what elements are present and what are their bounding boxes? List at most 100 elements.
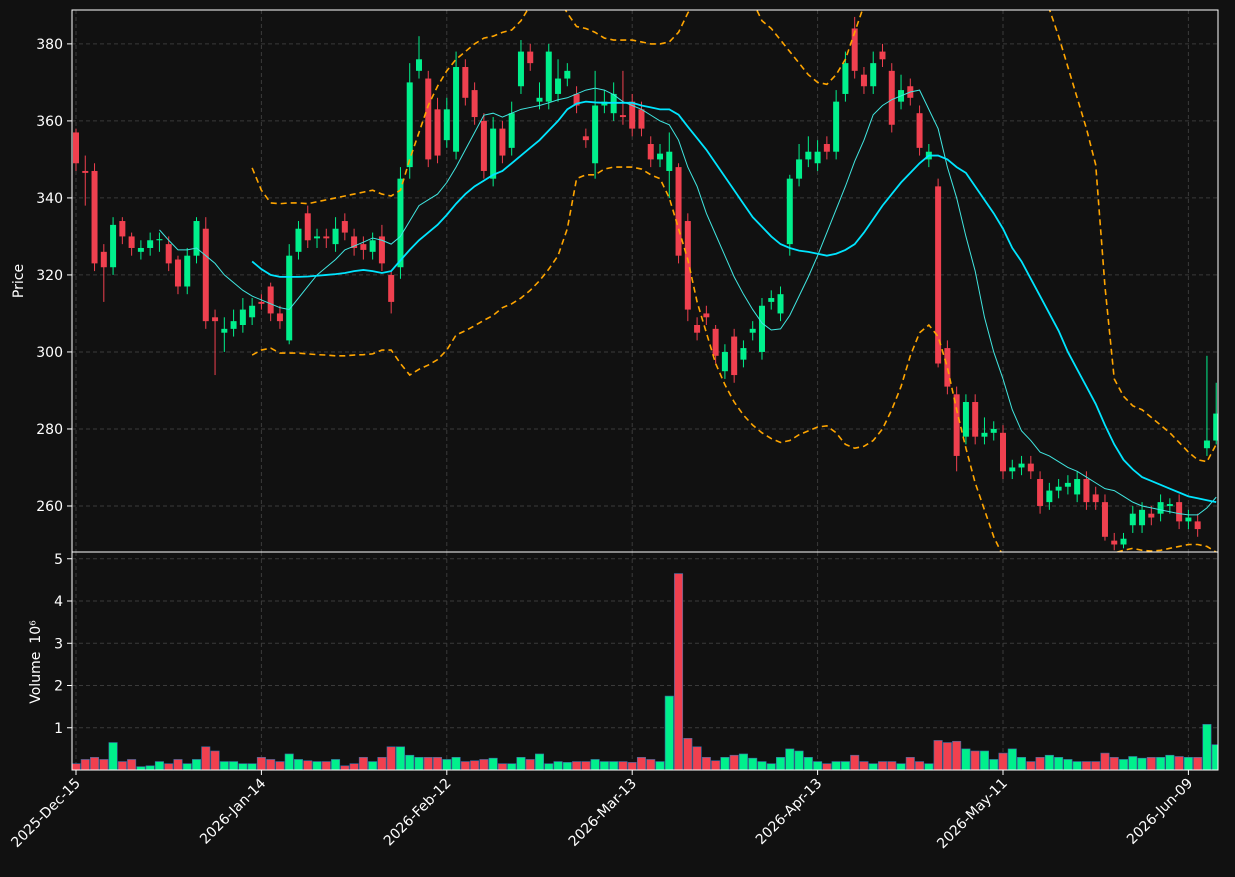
candle-body <box>1194 521 1201 530</box>
volume-bar <box>544 763 554 770</box>
volume-bar <box>358 757 368 770</box>
candle-body <box>1092 494 1099 503</box>
volume-bar <box>711 760 721 770</box>
candle-body <box>786 178 793 245</box>
candle-body <box>981 432 988 437</box>
candle-body <box>536 97 543 102</box>
volume-bar <box>1174 756 1184 770</box>
volume-bar <box>90 757 100 770</box>
volume-bar <box>738 753 748 770</box>
candle-body <box>860 74 867 87</box>
candle-body <box>944 348 951 387</box>
volume-bar <box>618 761 628 770</box>
candle-body <box>740 348 747 360</box>
volume-bar <box>1128 756 1138 770</box>
volume-bar <box>942 742 952 770</box>
volume-bar <box>312 761 322 770</box>
candle-body <box>462 66 469 98</box>
volume-bar <box>433 757 443 770</box>
candle-body <box>360 244 367 250</box>
candle-body <box>351 236 358 248</box>
candle-body <box>508 113 515 148</box>
volume-bar <box>766 763 776 770</box>
candle-body <box>768 298 775 302</box>
x-tick-label: 2026-Mar-13 <box>566 776 640 850</box>
volume-bar <box>572 761 582 770</box>
candle-body <box>666 151 673 171</box>
candle-body <box>249 305 256 318</box>
candle-body <box>276 313 283 322</box>
volume-bar <box>720 757 730 770</box>
candle-body <box>82 170 89 173</box>
volume-bar <box>831 761 841 770</box>
volume-scale: 10⁶ <box>28 620 44 644</box>
candle-body <box>657 153 664 160</box>
candle-body <box>749 328 756 333</box>
volume-bar <box>136 766 146 770</box>
price-frame <box>71 9 1219 553</box>
volume-bar <box>1017 757 1027 770</box>
volume-bar <box>1100 752 1110 770</box>
candle-body <box>972 402 979 437</box>
volume-bar <box>840 761 850 770</box>
volume-bar <box>72 763 81 770</box>
volume-bar <box>497 763 507 770</box>
volume-bar <box>479 759 489 770</box>
candle-body <box>647 144 654 160</box>
candle-body <box>91 170 98 264</box>
candle-body <box>1018 463 1025 468</box>
candle-body <box>147 240 154 248</box>
volume-bar <box>275 761 285 770</box>
candle-body <box>870 63 877 87</box>
candle-body <box>1046 490 1053 503</box>
volume-bar <box>516 757 526 770</box>
candle-body <box>962 402 969 437</box>
volume-bar <box>331 759 341 770</box>
y-tick-label: 340 <box>36 191 63 207</box>
y-tick-label: 5 <box>54 552 63 568</box>
y-tick-label: 4 <box>54 594 63 610</box>
volume-bar <box>729 754 739 770</box>
candle-body <box>434 109 441 156</box>
volume-bar <box>683 738 693 770</box>
volume-bar <box>1072 761 1082 770</box>
volume-bar <box>1156 757 1166 770</box>
x-tick-label: 2026-Apr-13 <box>753 776 826 849</box>
volume-bar <box>627 762 637 770</box>
volume-bar <box>451 757 461 770</box>
volume-bar <box>488 757 498 770</box>
candle-body <box>916 113 923 148</box>
volume-bar <box>609 761 619 770</box>
candle-body <box>619 115 626 118</box>
volume-bar <box>1044 754 1054 770</box>
candle-body <box>545 51 552 102</box>
candle-body <box>684 221 691 310</box>
volume-bar <box>785 748 795 770</box>
volume-bar <box>340 765 350 770</box>
candle-body <box>573 93 580 106</box>
candle-body <box>369 240 376 252</box>
volume-bar <box>1146 757 1156 770</box>
candle-body <box>823 144 830 152</box>
candle-body <box>258 301 265 304</box>
overlay-line <box>251 100 1217 504</box>
volume-bar <box>979 750 989 770</box>
volume-bar <box>915 761 925 770</box>
volume-bar <box>1081 761 1091 770</box>
candle-body <box>1139 509 1146 526</box>
candle-body <box>953 394 960 456</box>
candle-body <box>202 228 209 322</box>
candle-body <box>638 109 645 129</box>
candle-body <box>935 186 942 364</box>
volume-bar <box>210 750 220 770</box>
candle-body <box>490 128 497 179</box>
volume-bar <box>405 754 415 770</box>
volume-bar <box>525 759 535 770</box>
volume-bar <box>1091 761 1101 770</box>
volume-bar <box>794 750 804 770</box>
candle-body <box>1203 440 1210 449</box>
volume-bar <box>581 761 591 770</box>
candle-body <box>805 151 812 160</box>
volume-label: Volume <box>28 652 44 704</box>
candle-body <box>1185 517 1192 522</box>
